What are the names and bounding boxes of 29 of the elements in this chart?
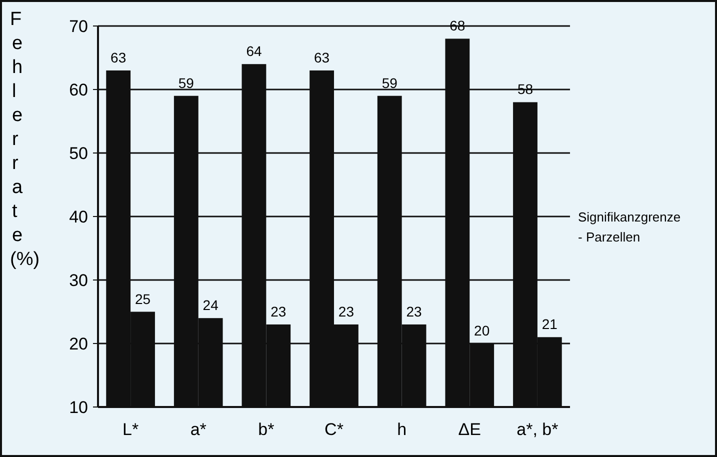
y-tick-label: 20 [69,334,88,354]
data-label: 23 [406,303,422,320]
data-label: 64 [246,43,262,60]
text: Fehlerrate (%) [10,9,40,270]
text: Signifikanzgrenze [578,210,681,224]
x-tick-label: a* [190,420,207,439]
y-tick-label: 40 [69,207,88,226]
data-label: 59 [178,74,194,91]
data-label: 25 [134,290,151,307]
text: - Parzellen [578,230,640,244]
y-tick-label: 70 [69,16,88,36]
x-tick-label: L* [122,420,139,439]
data-label: 59 [382,74,398,91]
data-label: 23 [338,303,354,320]
y-tick-label: 50 [69,144,88,163]
data-label: 23 [270,303,286,320]
x-tick-label: C* [324,420,344,439]
data-label: 63 [110,49,126,66]
data-label: 21 [542,316,558,332]
x-tick-label: b* [258,420,275,439]
y-tick-label: 30 [69,270,88,290]
data-label: 63 [314,49,330,66]
data-label: 20 [474,322,490,338]
y-tick-label: 60 [69,80,88,100]
x-tick-label: a*, b* [516,420,559,439]
data-label: 24 [202,297,219,314]
x-tick-label: h [397,420,407,439]
y-tick-label: 10 [69,398,88,417]
x-tick-label: ΔE [458,420,481,439]
